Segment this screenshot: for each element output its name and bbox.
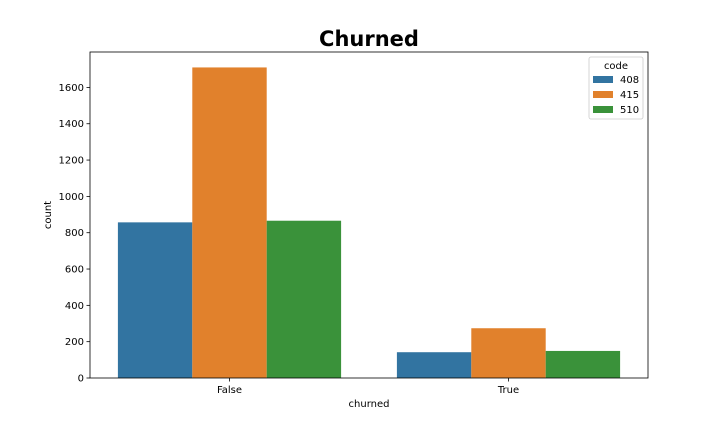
- bar-true-510: [545, 350, 621, 378]
- plot-frame: [89, 51, 649, 379]
- legend-swatch-408: [593, 76, 613, 83]
- y-axis-label: count: [43, 201, 54, 229]
- y-tick-label: 200: [65, 337, 84, 348]
- y-tick-label: 600: [65, 265, 84, 276]
- legend-label-415: 415: [620, 90, 639, 101]
- y-tick-label: 0: [78, 374, 84, 385]
- y-tick-label: 1200: [59, 156, 84, 167]
- bar-false-415: [192, 67, 267, 379]
- bar-true-415: [471, 328, 546, 378]
- bars-group: [117, 67, 621, 379]
- x-axis-label: churned: [349, 399, 390, 410]
- bar-false-510: [266, 220, 342, 378]
- bar-true-408: [396, 352, 472, 378]
- y-tick-label: 800: [65, 228, 84, 239]
- y-axis: 0 200 400 600 800 1000 1200 1400 1600: [59, 83, 90, 385]
- legend-frame: [588, 56, 644, 120]
- x-axis: False True: [217, 378, 519, 396]
- legend-label-510: 510: [620, 105, 639, 116]
- bar-false-408: [117, 222, 193, 378]
- x-tick-label: True: [497, 385, 519, 396]
- y-tick-label: 1000: [59, 192, 84, 203]
- y-tick-label: 400: [65, 301, 84, 312]
- legend-label-408: 408: [620, 75, 639, 86]
- legend: code 408 415 510: [588, 56, 644, 120]
- legend-title: code: [604, 61, 628, 72]
- y-tick-label: 1600: [59, 83, 84, 94]
- y-tick-label: 1400: [59, 119, 84, 130]
- chart-title: Churned: [319, 27, 419, 51]
- legend-swatch-510: [593, 106, 613, 113]
- x-tick-label: False: [217, 385, 242, 396]
- legend-swatch-415: [593, 91, 613, 98]
